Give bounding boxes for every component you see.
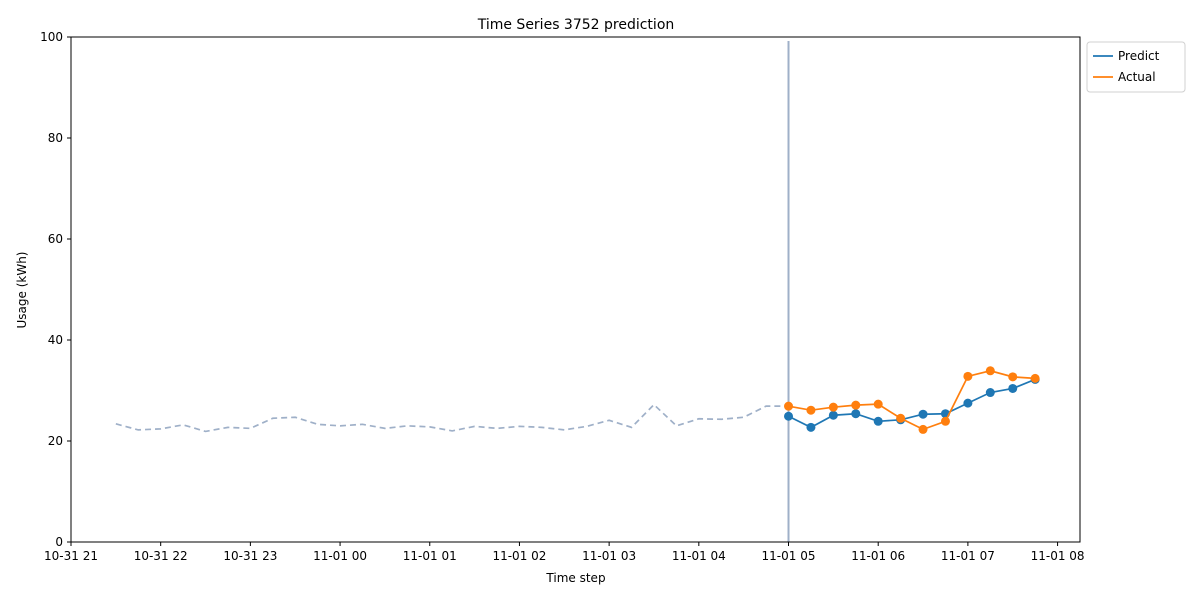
y-tick-label-4: 80 xyxy=(48,131,63,145)
point-actual-9 xyxy=(985,366,995,376)
point-actual-3 xyxy=(851,400,861,410)
legend-label-actual: Actual xyxy=(1118,70,1156,84)
x-axis: 10-31 21 10-31 22 10-31 23 11-01 00 11-01 01… xyxy=(44,542,1085,563)
legend-label-predict: Predict xyxy=(1118,49,1160,63)
y-tick-label-0: 0 xyxy=(55,535,63,549)
x-tick-label-6: 11-01 03 xyxy=(582,549,636,563)
x-tick-label-4: 11-01 01 xyxy=(403,549,457,563)
point-actual-10 xyxy=(1008,372,1018,382)
x-tick-label-0: 10-31 21 xyxy=(44,549,98,563)
point-actual-8 xyxy=(963,371,973,381)
y-tick-label-3: 60 xyxy=(48,232,63,246)
point-actual-7 xyxy=(940,416,950,426)
y-tick-label-5: 100 xyxy=(40,30,63,44)
x-tick-label-9: 11-01 06 xyxy=(851,549,905,563)
point-actual-2 xyxy=(828,402,838,412)
x-tick-label-3: 11-01 00 xyxy=(313,549,367,563)
point-predict-1 xyxy=(806,422,816,432)
x-tick-label-1: 10-31 22 xyxy=(134,549,188,563)
legend: Predict Actual xyxy=(1086,41,1186,93)
x-tick-label-2: 10-31 23 xyxy=(223,549,277,563)
x-tick-label-10: 11-01 07 xyxy=(941,549,995,563)
y-tick-label-1: 20 xyxy=(48,434,63,448)
point-actual-1 xyxy=(806,405,816,415)
plot-area xyxy=(115,41,1040,542)
point-predict-8 xyxy=(963,398,973,408)
point-actual-4 xyxy=(873,399,883,409)
x-axis-label: Time step xyxy=(545,571,605,585)
point-predict-10 xyxy=(1008,383,1018,393)
point-predict-0 xyxy=(784,411,794,421)
x-tick-label-7: 11-01 04 xyxy=(672,549,726,563)
x-tick-label-5: 11-01 02 xyxy=(492,549,546,563)
point-predict-6 xyxy=(918,409,928,419)
series-line-history xyxy=(115,403,789,433)
y-axis: 0 20 40 60 80 100 xyxy=(40,30,71,549)
point-predict-2 xyxy=(828,410,838,420)
x-tick-label-8: 11-01 05 xyxy=(762,549,816,563)
plot-frame xyxy=(70,36,1081,543)
y-axis-label: Usage (kWh) xyxy=(15,252,29,329)
legend-box xyxy=(1086,41,1186,93)
point-actual-5 xyxy=(896,413,906,423)
y-tick-label-2: 40 xyxy=(48,333,63,347)
point-predict-9 xyxy=(985,388,995,398)
point-actual-11 xyxy=(1030,373,1040,383)
point-predict-4 xyxy=(873,416,883,426)
series-line-predict xyxy=(788,378,1036,429)
point-actual-0 xyxy=(784,401,794,411)
point-predict-3 xyxy=(851,409,861,419)
point-actual-6 xyxy=(918,424,928,434)
x-tick-label-11: 11-01 08 xyxy=(1031,549,1085,563)
series-line-actual xyxy=(788,369,1036,431)
chart-title: Time Series 3752 prediction xyxy=(477,17,675,33)
